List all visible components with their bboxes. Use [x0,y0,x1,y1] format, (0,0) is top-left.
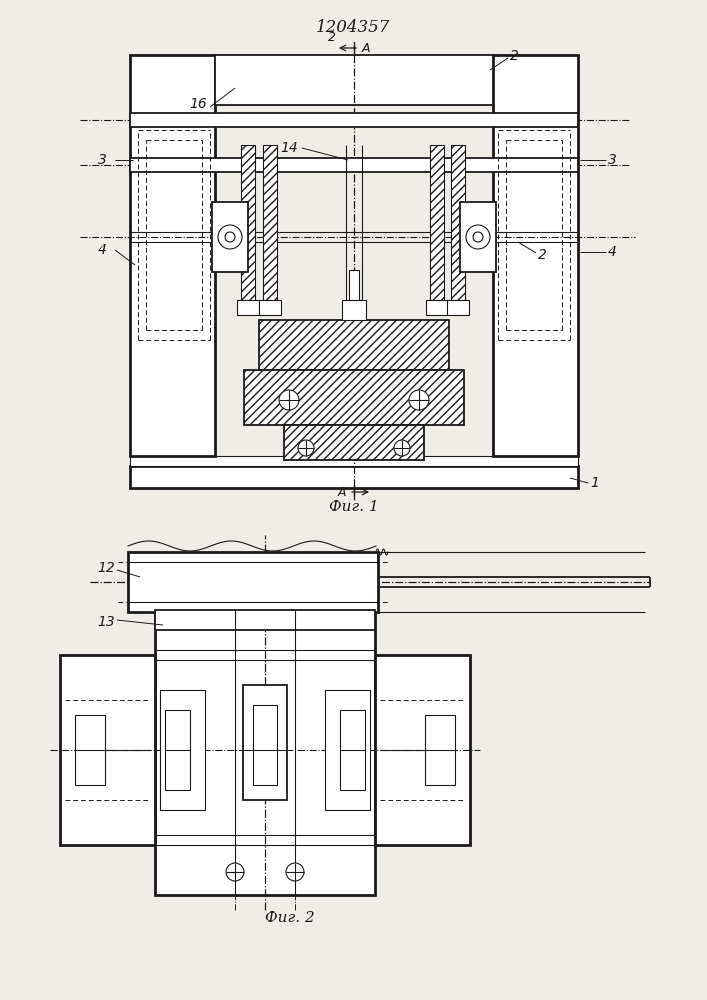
Text: 14: 14 [280,141,298,155]
Bar [215,55,493,105]
Text: 1: 1 [590,476,599,490]
Bar [130,466,578,488]
Bar [426,300,448,315]
Text: 4: 4 [98,243,107,257]
Bar [259,320,449,370]
Bar [447,300,469,315]
Text: Фиг. 2: Фиг. 2 [265,911,315,925]
Bar [160,690,205,810]
Bar [155,610,375,895]
Bar [130,456,578,466]
Bar [241,145,255,300]
Bar [244,370,464,425]
Bar [237,300,259,315]
Bar [60,655,155,845]
Bar [325,690,370,810]
Text: 1204357: 1204357 [316,19,390,36]
Circle shape [226,863,244,881]
Circle shape [218,225,242,249]
Bar [253,705,277,785]
Text: 12: 12 [98,561,115,575]
Circle shape [225,232,235,242]
Bar [342,300,366,320]
Circle shape [279,390,299,410]
Text: A: A [337,486,346,498]
Bar [349,270,359,300]
Text: 16: 16 [189,97,207,111]
Text: 13: 13 [98,615,115,629]
Bar [259,300,281,315]
Text: A: A [362,41,370,54]
Text: 3: 3 [98,153,107,167]
Circle shape [473,232,483,242]
Text: Фиг. 1: Фиг. 1 [329,500,379,514]
Text: 3: 3 [608,153,617,167]
Text: 2: 2 [510,49,519,63]
Text: 4: 4 [608,245,617,259]
Bar [212,202,248,272]
Bar [284,425,424,460]
Text: 2: 2 [328,31,336,44]
Bar [425,715,455,785]
Circle shape [298,440,314,456]
Bar [128,552,378,612]
Circle shape [394,440,410,456]
Bar [155,610,375,630]
Bar [165,710,190,790]
Bar [340,710,365,790]
Bar [75,715,105,785]
Bar [130,158,578,172]
Bar [375,655,470,845]
Text: 2: 2 [538,248,547,262]
Bar [451,145,465,300]
Circle shape [466,225,490,249]
Circle shape [286,863,304,881]
Bar [430,145,444,300]
Bar [460,202,496,272]
Bar [130,55,215,456]
Bar [493,55,578,456]
Circle shape [409,390,429,410]
Bar [130,113,578,127]
Bar [263,145,277,300]
Bar [243,685,287,800]
